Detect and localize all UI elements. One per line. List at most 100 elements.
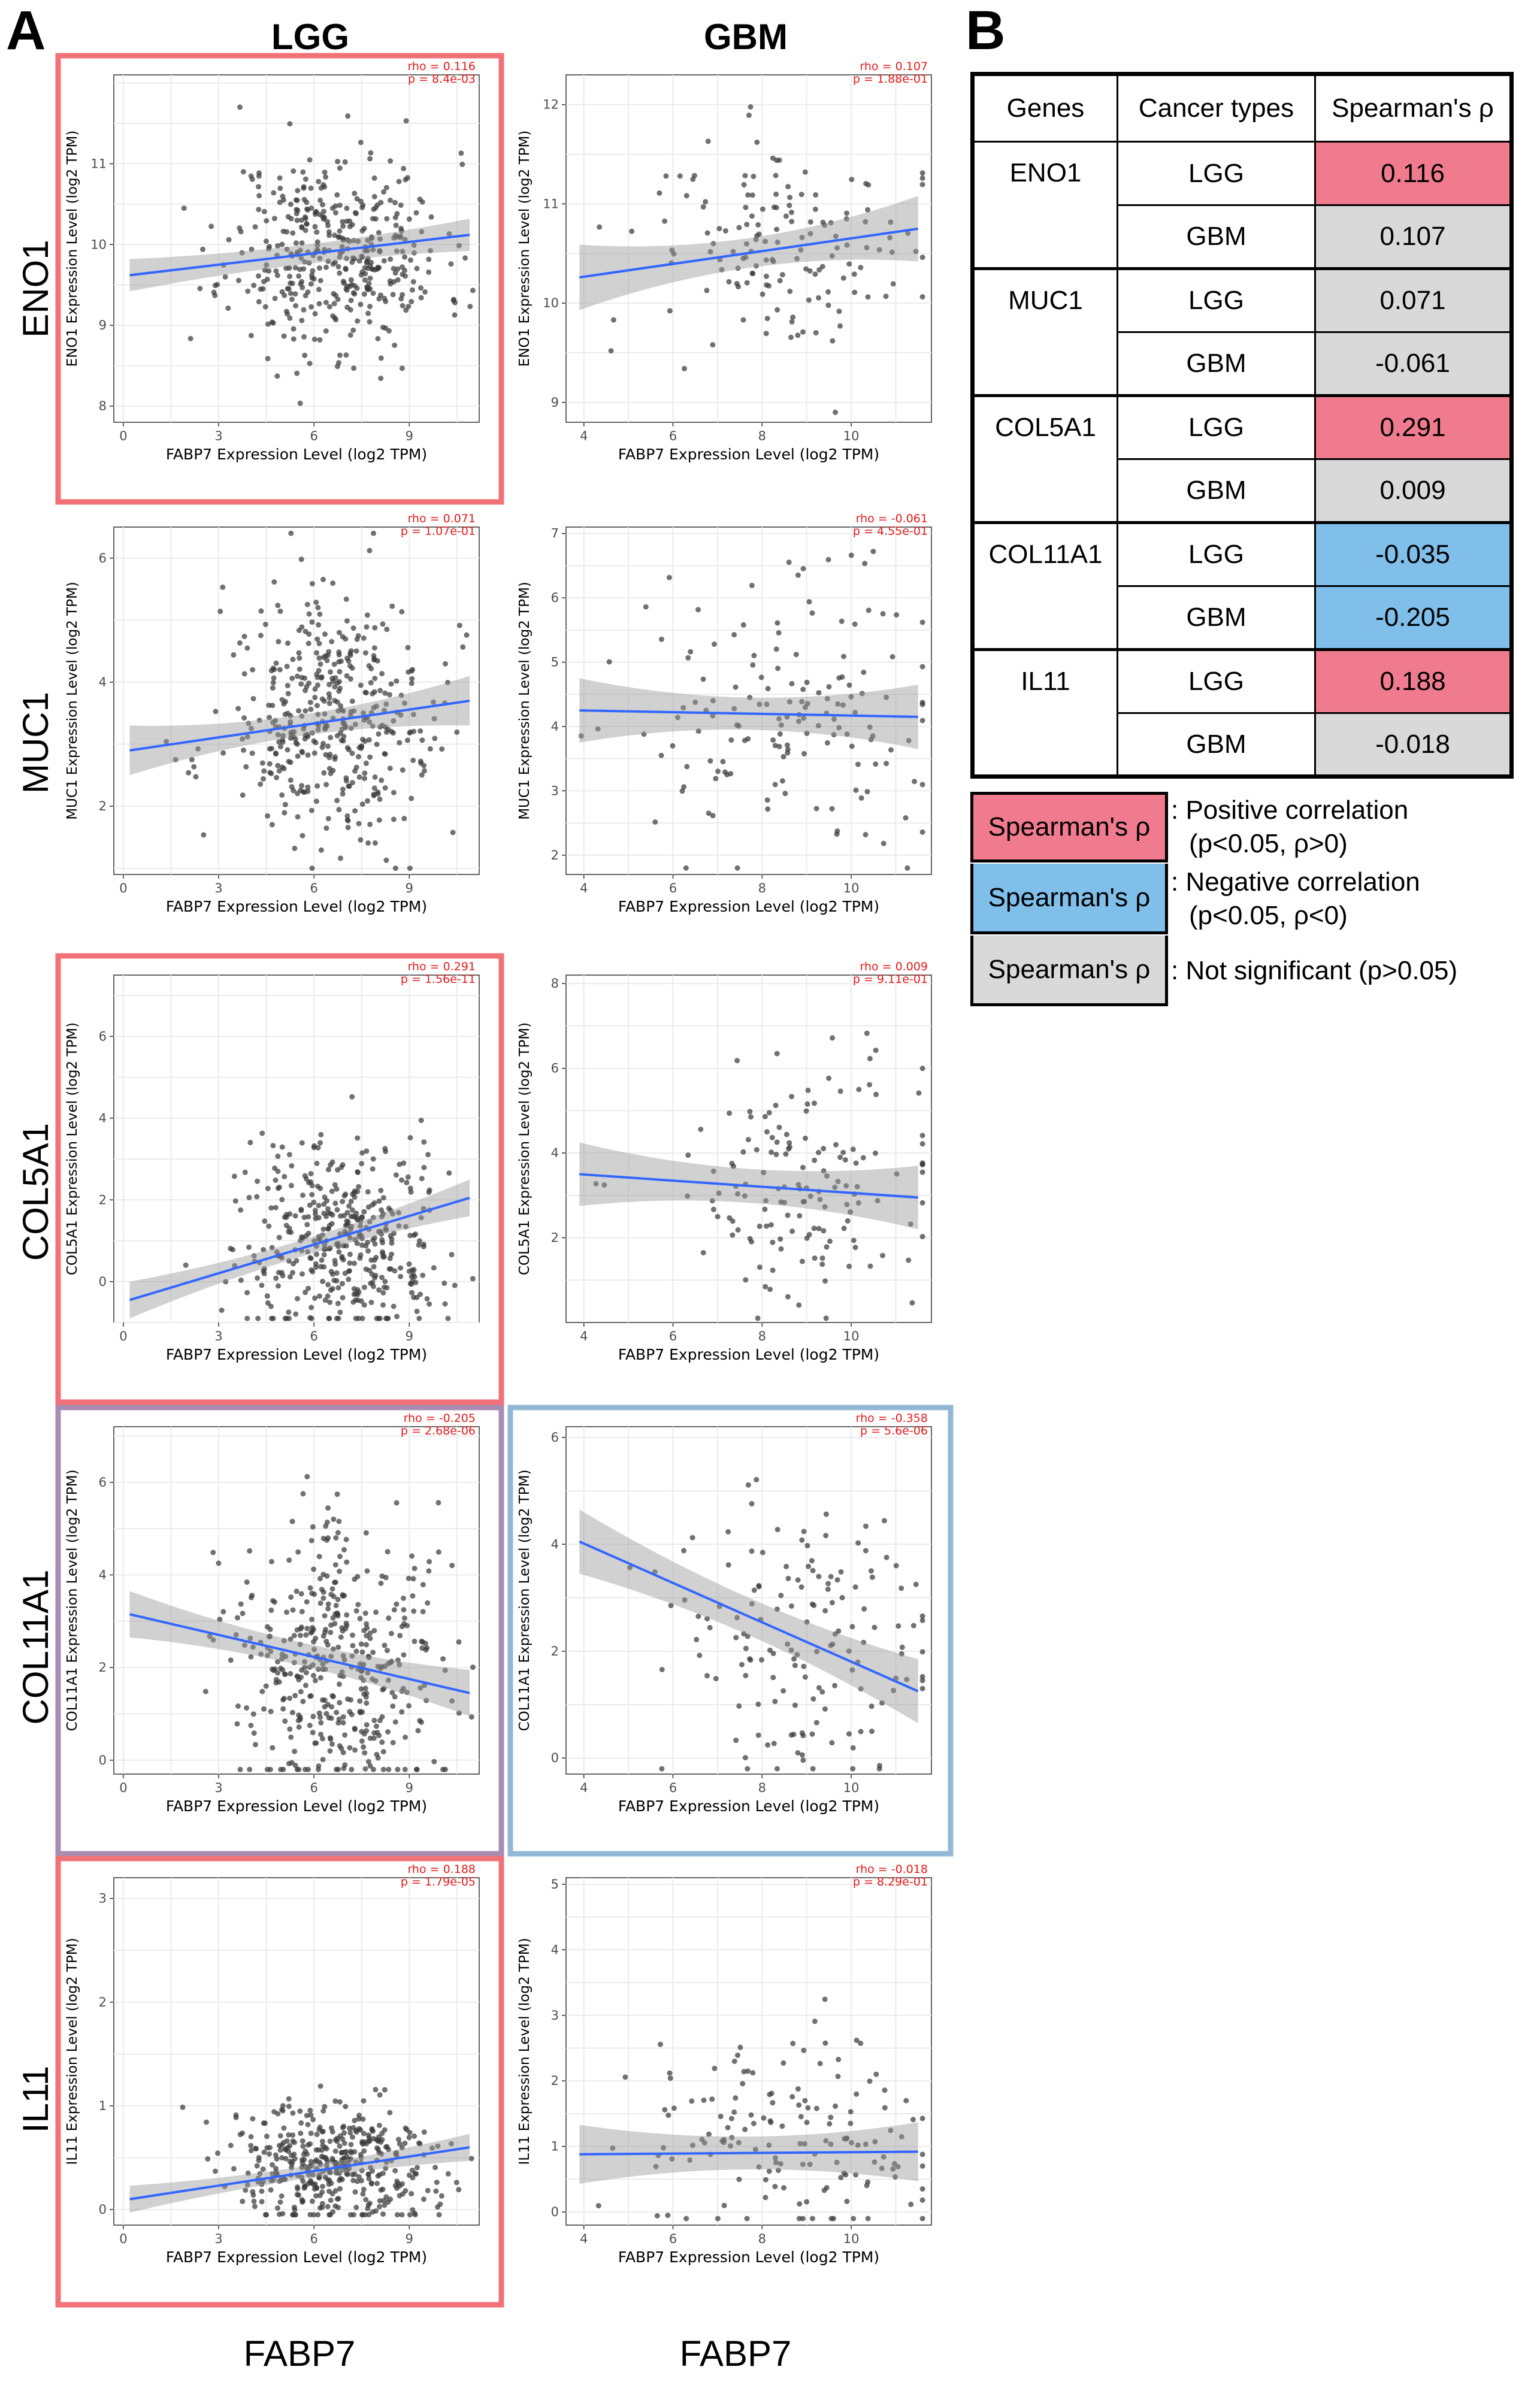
data-point [858, 2041, 864, 2046]
data-point [364, 624, 370, 630]
data-point [764, 273, 769, 279]
data-point [441, 1281, 447, 1286]
data-point [350, 780, 355, 786]
data-point [734, 865, 740, 871]
data-point [336, 652, 342, 658]
data-point [305, 784, 311, 790]
data-point [364, 1722, 370, 1728]
data-point [364, 1568, 370, 1574]
data-point [846, 261, 852, 267]
data-point [359, 801, 365, 807]
data-point [764, 1223, 770, 1229]
data-point [853, 787, 859, 793]
data-point [286, 265, 292, 271]
data-point [244, 1579, 250, 1585]
data-point [240, 2130, 246, 2136]
data-point [366, 280, 372, 286]
data-point [333, 210, 338, 216]
data-point [728, 737, 734, 743]
data-point [352, 256, 358, 262]
row-label-eno1: ENO1 [16, 240, 56, 337]
data-point [903, 2098, 909, 2104]
data-point [913, 1581, 919, 1587]
data-point [312, 223, 318, 229]
data-point [834, 828, 840, 834]
data-point [347, 2212, 353, 2218]
data-point [299, 713, 305, 719]
data-point [319, 1587, 325, 1593]
data-point [321, 770, 327, 776]
data-point [801, 1529, 807, 1535]
data-point [255, 1315, 261, 1321]
data-point [854, 2091, 860, 2097]
data-point [813, 330, 819, 336]
data-point [733, 1738, 739, 1744]
data-point [302, 228, 308, 234]
data-point [780, 753, 786, 759]
data-point [409, 1290, 415, 1296]
data-point [786, 559, 792, 565]
data-point [407, 729, 413, 735]
data-point [855, 2142, 861, 2148]
spearman-value-cell: 0.116 [1314, 141, 1512, 206]
data-point [391, 235, 397, 241]
data-point [275, 2111, 281, 2117]
data-point [248, 1723, 254, 1729]
y-tick-label: 4 [551, 1942, 559, 1957]
data-point [275, 762, 281, 768]
data-point [252, 224, 258, 230]
data-point [812, 1255, 818, 1261]
data-point [216, 1560, 222, 1566]
data-point [270, 1745, 276, 1751]
data-point [339, 2177, 345, 2183]
data-point [342, 159, 348, 165]
data-point [731, 1163, 736, 1169]
data-point [432, 2165, 438, 2171]
data-point [404, 1690, 410, 1696]
data-point [382, 2087, 388, 2093]
data-point [329, 638, 335, 644]
data-point [745, 2068, 751, 2074]
data-point [395, 277, 401, 283]
data-point [395, 1657, 401, 1663]
data-point [299, 224, 305, 230]
data-point [337, 1700, 343, 1706]
data-point [250, 667, 256, 673]
data-point [795, 2086, 801, 2092]
data-point [332, 675, 338, 681]
data-point [392, 2168, 398, 2174]
data-point [279, 1651, 285, 1657]
data-point [299, 1609, 305, 1615]
data-point [376, 229, 382, 235]
data-point [769, 1149, 774, 1155]
data-point [824, 1173, 830, 1179]
data-point [307, 1723, 313, 1729]
data-point [388, 1630, 394, 1636]
data-point [264, 1293, 270, 1299]
data-point [801, 715, 807, 721]
data-point [778, 722, 784, 728]
data-point [867, 2078, 873, 2084]
x-tick-label: 0 [119, 881, 127, 895]
data-point [876, 247, 882, 253]
data-point [333, 1535, 339, 1541]
data-point [299, 285, 305, 290]
data-point [898, 2134, 904, 2139]
data-point [325, 1606, 331, 1612]
table-header-row: Genes Cancer types Spearman's ρ [972, 73, 1512, 143]
data-point [273, 1178, 279, 1183]
data-point [327, 1748, 333, 1754]
data-point [794, 1652, 800, 1658]
data-point [380, 621, 386, 627]
legend-swatch-negative: Spearman's ρ [970, 864, 1168, 934]
data-point [287, 273, 293, 279]
x-tick-label: 4 [580, 1781, 588, 1795]
data-point [913, 249, 919, 255]
data-point [361, 1627, 367, 1633]
data-point [387, 692, 392, 698]
data-point [772, 2184, 778, 2190]
data-point [311, 1238, 317, 1244]
data-point [332, 203, 338, 209]
data-point [323, 2146, 329, 2152]
data-point [743, 204, 749, 210]
